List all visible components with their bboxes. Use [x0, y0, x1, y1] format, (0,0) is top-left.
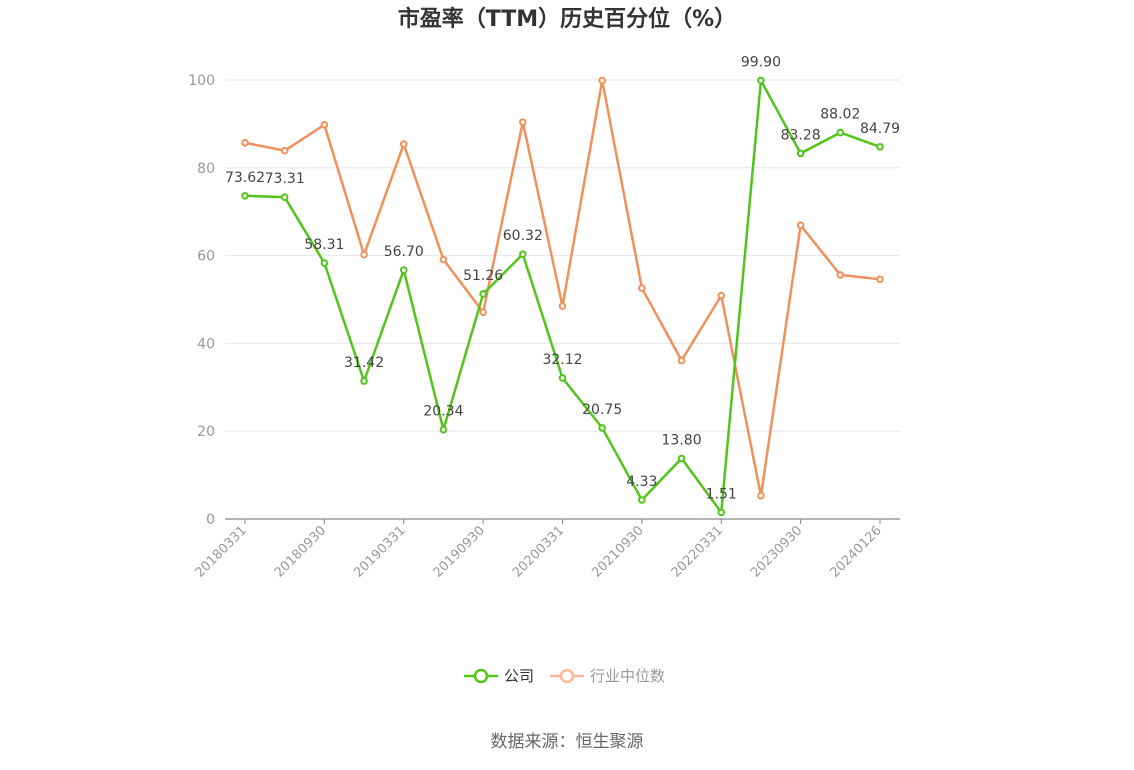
x-tick-label: 20210930 [589, 523, 646, 580]
data-point[interactable] [479, 290, 487, 298]
data-label: 60.32 [503, 228, 543, 244]
data-point[interactable] [717, 508, 726, 517]
series-line [244, 79, 881, 514]
data-label: 88.02 [820, 107, 860, 123]
data-point[interactable] [439, 425, 448, 434]
y-tick-label: 100 [188, 73, 215, 89]
x-tick-label: 20200331 [510, 523, 567, 580]
data-label: 73.62 [225, 170, 265, 186]
data-point[interactable] [241, 192, 249, 200]
data-point[interactable] [638, 284, 646, 292]
legend-item-industry-median[interactable]: 行业中位数 [550, 667, 665, 685]
axes: 0 20 40 60 80 100 20180331 20180930 20190331 2019… [188, 73, 900, 581]
x-tick-label: 20180930 [272, 523, 329, 580]
series-company [241, 76, 884, 517]
data-label: 73.31 [265, 171, 305, 187]
series-industry-median [241, 76, 884, 500]
data-label: 4.33 [626, 474, 657, 490]
y-tick-label: 80 [197, 161, 215, 177]
data-point[interactable] [280, 146, 289, 155]
data-point[interactable] [519, 250, 527, 258]
data-point[interactable] [360, 250, 368, 259]
data-label: 56.70 [384, 244, 424, 260]
y-tick-label: 60 [197, 249, 215, 265]
data-label: 1.51 [706, 486, 737, 502]
data-label: 20.75 [582, 402, 622, 418]
y-tick-label: 40 [197, 336, 215, 352]
data-label: 51.26 [463, 268, 503, 284]
data-point[interactable] [836, 271, 845, 279]
data-point[interactable] [796, 149, 805, 158]
data-point[interactable] [519, 118, 527, 126]
data-source-note: 数据来源：恒生聚源 [491, 732, 644, 752]
x-tick-label: 20180331 [192, 523, 249, 580]
legend-label: 行业中位数 [590, 667, 665, 685]
data-point[interactable] [558, 374, 567, 382]
legend-item-company[interactable]: 公司 [464, 667, 534, 685]
data-label: 32.12 [542, 352, 582, 368]
data-point[interactable] [241, 138, 249, 147]
legend[interactable]: 公司 行业中位数 [464, 667, 665, 685]
data-point[interactable] [677, 454, 686, 463]
data-point[interactable] [796, 221, 805, 230]
data-point[interactable] [757, 491, 765, 500]
data-point[interactable] [399, 266, 408, 274]
data-point[interactable] [320, 259, 329, 267]
x-tick-label: 20190331 [351, 523, 408, 580]
legend-swatch-marker [473, 668, 489, 684]
x-tick-label: 20240126 [827, 523, 884, 580]
data-label: 20.34 [423, 404, 463, 420]
data-point[interactable] [677, 356, 686, 365]
x-tick-label: 20190930 [431, 523, 488, 580]
data-label: 31.42 [344, 355, 384, 371]
data-label: 13.80 [662, 432, 702, 448]
data-label: 83.28 [781, 127, 821, 143]
legend-label: 公司 [504, 667, 534, 685]
data-point[interactable] [717, 291, 726, 300]
data-label: 58.31 [304, 237, 344, 253]
data-point[interactable] [479, 308, 487, 317]
data-label: 84.79 [860, 121, 900, 137]
data-point[interactable] [876, 142, 884, 151]
data-point[interactable] [638, 496, 646, 504]
data-point[interactable] [876, 275, 884, 284]
data-labels: 73.62 73.31 58.31 31.42 56.70 20.34 51.26 60.32… [225, 54, 900, 502]
x-tick-label: 20220331 [669, 523, 726, 580]
y-tick-label: 0 [206, 512, 215, 528]
chart-title: 市盈率（TTM）历史百分位（%） [398, 6, 736, 32]
data-point[interactable] [320, 120, 329, 129]
series-group [241, 76, 884, 517]
data-point[interactable] [598, 76, 606, 85]
data-point[interactable] [360, 377, 368, 385]
data-point[interactable] [439, 255, 448, 264]
data-point[interactable] [399, 140, 408, 148]
data-point[interactable] [280, 193, 289, 201]
data-point[interactable] [757, 76, 765, 85]
data-point[interactable] [558, 302, 567, 310]
x-tick-label: 20230930 [748, 523, 805, 580]
data-label: 99.90 [741, 54, 781, 70]
data-point[interactable] [598, 424, 606, 432]
data-point[interactable] [836, 128, 845, 137]
y-tick-label: 20 [197, 424, 215, 440]
legend-swatch-marker [559, 668, 575, 684]
